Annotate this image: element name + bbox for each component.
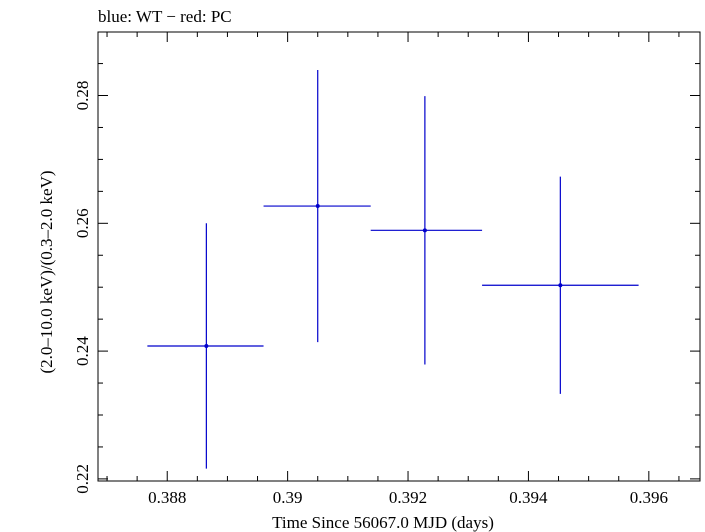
x-tick-label: 0.396	[630, 488, 668, 507]
y-axis: 0.22 0.24 0.26 0.28	[73, 81, 700, 494]
data-point-group	[263, 69, 371, 343]
y-tick-label: 0.22	[73, 464, 92, 494]
data-point	[558, 283, 563, 288]
data-point-group	[482, 176, 639, 394]
y-axis-label: (2.0–10.0 keV)/(0.3–2.0 keV)	[37, 170, 56, 373]
chart-title: blue: WT − red: PC	[98, 7, 232, 26]
y-tick-label: 0.26	[73, 208, 92, 238]
minor-ticks	[98, 32, 700, 481]
x-tick-label: 0.388	[148, 488, 186, 507]
data-point	[315, 204, 320, 209]
x-tick-label: 0.394	[509, 488, 548, 507]
x-tick-label: 0.39	[273, 488, 303, 507]
data-point-group	[147, 223, 264, 469]
series-layer	[147, 69, 639, 469]
x-axis-label: Time Since 56067.0 MJD (days)	[272, 513, 494, 532]
plot-frame	[97, 31, 701, 482]
data-point-group	[370, 96, 483, 365]
x-tick-label: 0.392	[389, 488, 427, 507]
y-tick-label: 0.28	[73, 81, 92, 111]
x-axis: 0.388 0.39 0.392 0.394 0.396	[148, 32, 668, 507]
data-point	[422, 228, 427, 233]
data-point	[204, 343, 209, 348]
y-tick-label: 0.24	[73, 336, 92, 366]
